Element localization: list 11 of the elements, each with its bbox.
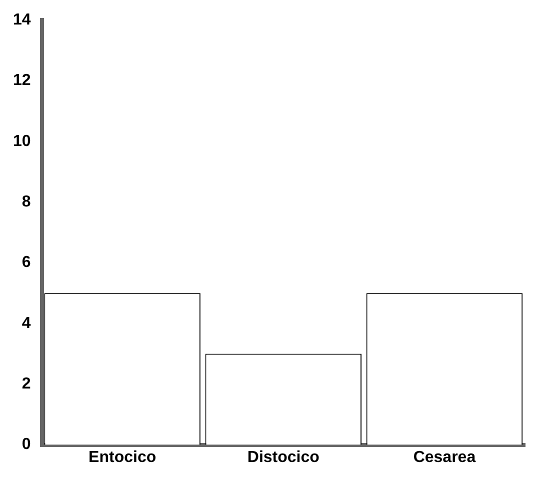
y-tick-label: 0 [22, 436, 31, 454]
y-tick-label: 8 [22, 193, 31, 210]
x-tick-label: Distocico [247, 448, 320, 466]
y-tick-label: 10 [13, 132, 31, 150]
y-tick-label: 12 [13, 72, 31, 90]
y-tick-label: 14 [13, 11, 31, 28]
y-tick-label: 6 [22, 254, 31, 272]
y-tick-label: 4 [22, 314, 31, 332]
x-tick-label: Entocico [88, 448, 156, 466]
x-tick-label: Cesarea [413, 448, 476, 466]
y-tick-label: 2 [22, 376, 31, 393]
